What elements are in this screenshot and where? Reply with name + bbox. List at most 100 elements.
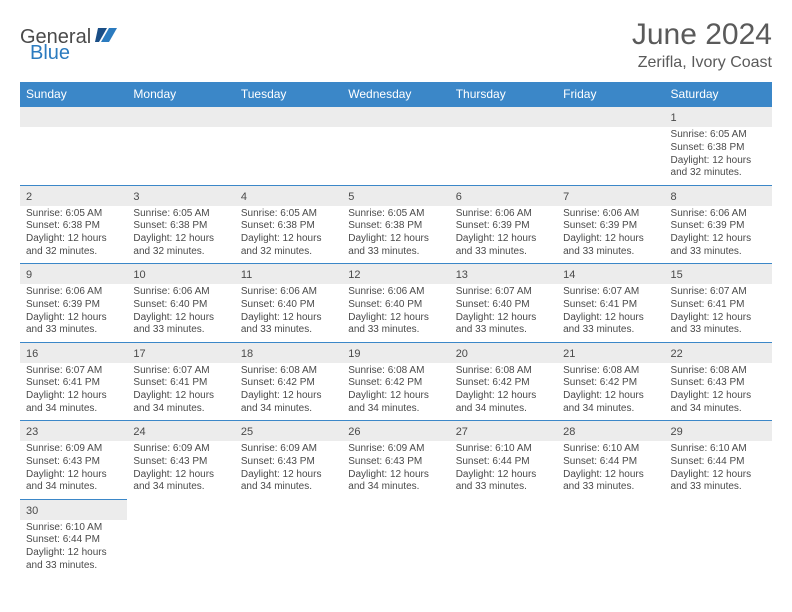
day-num-cell xyxy=(127,499,234,520)
col-tuesday: Tuesday xyxy=(235,82,342,107)
day-number: 17 xyxy=(133,348,145,360)
daylight-text: Daylight: 12 hours and 33 minutes. xyxy=(563,233,658,259)
daylight-text: Daylight: 12 hours and 33 minutes. xyxy=(563,312,658,338)
daylight-text: Daylight: 12 hours and 34 minutes. xyxy=(26,390,121,416)
day-number: 12 xyxy=(348,269,360,281)
day-num-cell: 9 xyxy=(20,264,127,285)
day-num-cell: 6 xyxy=(450,185,557,206)
daylight-text: Daylight: 12 hours and 33 minutes. xyxy=(671,233,766,259)
day-num-cell xyxy=(450,107,557,128)
daylight-text: Daylight: 12 hours and 33 minutes. xyxy=(456,469,551,495)
day-number: 26 xyxy=(348,426,360,438)
daylight-text: Daylight: 12 hours and 33 minutes. xyxy=(563,469,658,495)
day-num-cell: 25 xyxy=(235,421,342,442)
sunrise-text: Sunrise: 6:05 AM xyxy=(26,208,121,221)
sunset-text: Sunset: 6:44 PM xyxy=(671,456,766,469)
sunrise-text: Sunrise: 6:08 AM xyxy=(671,365,766,378)
daylight-text: Daylight: 12 hours and 34 minutes. xyxy=(241,469,336,495)
sunset-text: Sunset: 6:38 PM xyxy=(26,220,121,233)
day-content-cell: Sunrise: 6:08 AMSunset: 6:43 PMDaylight:… xyxy=(665,363,772,421)
day-content-cell xyxy=(342,520,449,578)
day-num-cell xyxy=(665,499,772,520)
day-number: 4 xyxy=(241,191,247,203)
day-num-cell: 10 xyxy=(127,264,234,285)
day-number: 3 xyxy=(133,191,139,203)
day-content-cell: Sunrise: 6:06 AMSunset: 6:39 PMDaylight:… xyxy=(557,206,664,264)
sunset-text: Sunset: 6:38 PM xyxy=(671,142,766,155)
sunset-text: Sunset: 6:42 PM xyxy=(348,377,443,390)
calendar-body: 1Sunrise: 6:05 AMSunset: 6:38 PMDaylight… xyxy=(20,107,772,578)
logo-text-blue: Blue xyxy=(30,42,70,64)
day-content-cell xyxy=(235,520,342,578)
day-number: 27 xyxy=(456,426,468,438)
day-number: 1 xyxy=(671,112,677,124)
daylight-text: Daylight: 12 hours and 34 minutes. xyxy=(241,390,336,416)
sunset-text: Sunset: 6:38 PM xyxy=(133,220,228,233)
day-content-cell: Sunrise: 6:06 AMSunset: 6:40 PMDaylight:… xyxy=(235,284,342,342)
day-num-cell: 21 xyxy=(557,342,664,363)
day-num-cell: 15 xyxy=(665,264,772,285)
daylight-text: Daylight: 12 hours and 33 minutes. xyxy=(133,312,228,338)
daylight-text: Daylight: 12 hours and 32 minutes. xyxy=(671,155,766,181)
sunset-text: Sunset: 6:39 PM xyxy=(671,220,766,233)
sunrise-text: Sunrise: 6:05 AM xyxy=(671,129,766,142)
daylight-text: Daylight: 12 hours and 34 minutes. xyxy=(348,469,443,495)
day-content-cell: Sunrise: 6:07 AMSunset: 6:41 PMDaylight:… xyxy=(665,284,772,342)
sunrise-text: Sunrise: 6:10 AM xyxy=(456,443,551,456)
title-block: June 2024 Zerifla, Ivory Coast xyxy=(632,18,772,72)
sunset-text: Sunset: 6:44 PM xyxy=(456,456,551,469)
day-num-cell xyxy=(557,107,664,128)
day-content-cell: Sunrise: 6:10 AMSunset: 6:44 PMDaylight:… xyxy=(20,520,127,578)
daylight-text: Daylight: 12 hours and 34 minutes. xyxy=(133,469,228,495)
day-content-cell xyxy=(665,520,772,578)
day-content-cell: Sunrise: 6:05 AMSunset: 6:38 PMDaylight:… xyxy=(20,206,127,264)
sunrise-text: Sunrise: 6:10 AM xyxy=(671,443,766,456)
day-content-cell xyxy=(557,127,664,185)
day-num-cell: 16 xyxy=(20,342,127,363)
day-content-cell xyxy=(450,520,557,578)
col-sunday: Sunday xyxy=(20,82,127,107)
day-number: 30 xyxy=(26,505,38,517)
day-num-cell: 3 xyxy=(127,185,234,206)
day-content-cell: Sunrise: 6:06 AMSunset: 6:40 PMDaylight:… xyxy=(127,284,234,342)
day-content-cell: Sunrise: 6:10 AMSunset: 6:44 PMDaylight:… xyxy=(450,441,557,499)
day-num-cell: 27 xyxy=(450,421,557,442)
daylight-text: Daylight: 12 hours and 33 minutes. xyxy=(26,312,121,338)
sunset-text: Sunset: 6:43 PM xyxy=(671,377,766,390)
day-content-cell: Sunrise: 6:06 AMSunset: 6:40 PMDaylight:… xyxy=(342,284,449,342)
flag-icon xyxy=(95,26,117,49)
day-content-cell xyxy=(20,127,127,185)
week-content-row: Sunrise: 6:10 AMSunset: 6:44 PMDaylight:… xyxy=(20,520,772,578)
day-content-cell: Sunrise: 6:08 AMSunset: 6:42 PMDaylight:… xyxy=(450,363,557,421)
day-number: 10 xyxy=(133,269,145,281)
day-num-cell xyxy=(235,107,342,128)
day-num-cell xyxy=(342,107,449,128)
day-number: 18 xyxy=(241,348,253,360)
week-num-row: 30 xyxy=(20,499,772,520)
sunrise-text: Sunrise: 6:07 AM xyxy=(133,365,228,378)
day-number: 5 xyxy=(348,191,354,203)
day-num-cell xyxy=(127,107,234,128)
day-content-cell: Sunrise: 6:08 AMSunset: 6:42 PMDaylight:… xyxy=(342,363,449,421)
day-num-cell: 30 xyxy=(20,499,127,520)
sunrise-text: Sunrise: 6:05 AM xyxy=(348,208,443,221)
sunrise-text: Sunrise: 6:10 AM xyxy=(563,443,658,456)
day-content-cell: Sunrise: 6:10 AMSunset: 6:44 PMDaylight:… xyxy=(557,441,664,499)
day-num-cell: 4 xyxy=(235,185,342,206)
sunset-text: Sunset: 6:44 PM xyxy=(563,456,658,469)
day-content-cell: Sunrise: 6:09 AMSunset: 6:43 PMDaylight:… xyxy=(20,441,127,499)
sunrise-text: Sunrise: 6:06 AM xyxy=(26,286,121,299)
day-content-cell xyxy=(557,520,664,578)
day-number: 22 xyxy=(671,348,683,360)
day-num-cell: 29 xyxy=(665,421,772,442)
daylight-text: Daylight: 12 hours and 34 minutes. xyxy=(671,390,766,416)
daylight-text: Daylight: 12 hours and 33 minutes. xyxy=(348,312,443,338)
sunset-text: Sunset: 6:43 PM xyxy=(133,456,228,469)
day-num-cell: 18 xyxy=(235,342,342,363)
col-thursday: Thursday xyxy=(450,82,557,107)
sunset-text: Sunset: 6:40 PM xyxy=(241,299,336,312)
day-content-cell xyxy=(450,127,557,185)
daylight-text: Daylight: 12 hours and 32 minutes. xyxy=(133,233,228,259)
sunset-text: Sunset: 6:42 PM xyxy=(241,377,336,390)
day-content-cell: Sunrise: 6:07 AMSunset: 6:41 PMDaylight:… xyxy=(557,284,664,342)
